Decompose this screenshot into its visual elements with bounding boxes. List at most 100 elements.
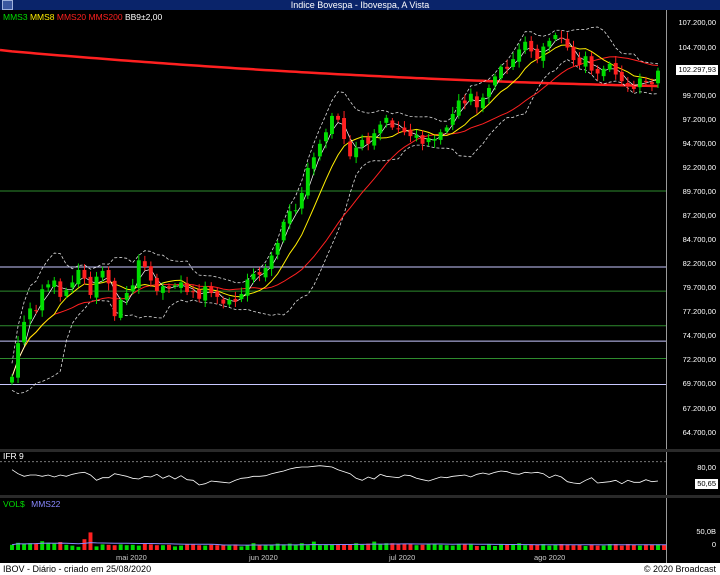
panel-divider[interactable]	[0, 449, 720, 452]
candle-body	[619, 71, 624, 82]
legend-mms200: MMS200	[88, 12, 123, 22]
volume-legend: VOL$ MMS22	[3, 499, 60, 509]
candle-body	[173, 285, 177, 287]
ifr-value-box: 50,65	[694, 478, 719, 490]
price-tick: 87.200,00	[682, 211, 716, 221]
price-tick: 89.700,00	[682, 186, 716, 196]
candle-body	[148, 266, 153, 281]
price-panel[interactable]: MMS3 MMS8 MMS20 MMS200 BB9±2,00	[0, 10, 666, 449]
candle-body	[456, 100, 461, 116]
volume-bar	[46, 542, 51, 550]
volume-panel[interactable]: VOL$ MMS22	[0, 498, 666, 563]
price-tick: 77.200,00	[682, 307, 716, 317]
candle-body	[396, 128, 401, 130]
price-tick: 92.200,00	[682, 162, 716, 172]
volume-bar	[154, 545, 159, 550]
x-label: ago 2020	[534, 553, 566, 562]
volume-mms22-line	[11, 542, 666, 546]
legend-mms20: MMS20	[56, 12, 87, 22]
volume-bar	[281, 544, 286, 550]
candle-body	[643, 80, 648, 82]
price-tick: 94.700,00	[682, 138, 716, 148]
ifr-chart	[0, 461, 666, 486]
volume-bar	[305, 545, 310, 550]
x-label: jul 2020	[389, 553, 416, 562]
candle-body	[499, 66, 503, 79]
volume-bar	[505, 544, 510, 550]
candle-body	[348, 141, 353, 157]
price-tick: 84.700,00	[682, 235, 716, 245]
candle-body	[118, 299, 123, 318]
volume-bar	[287, 543, 292, 550]
volume-bar	[106, 544, 111, 550]
candle-body	[317, 143, 322, 157]
candle-body	[637, 78, 642, 88]
volume-bar	[583, 546, 588, 550]
volume-bar	[16, 542, 20, 550]
candle-body	[88, 276, 93, 295]
volume-bar	[613, 544, 618, 550]
candle-body	[468, 93, 473, 102]
panel-divider[interactable]	[0, 495, 720, 498]
volume-axis[interactable]: 50,0B 0	[666, 498, 720, 563]
candle-body	[372, 133, 377, 146]
candle-body	[136, 260, 141, 288]
bollinger-upper	[11, 26, 659, 364]
volume-chart	[10, 532, 666, 550]
candle-body	[28, 308, 33, 320]
candle-body	[480, 97, 485, 109]
volume-bar	[209, 544, 214, 550]
candle-body	[305, 167, 310, 196]
volume-bar	[607, 544, 612, 550]
candle-body	[462, 100, 467, 104]
volume-bar	[10, 544, 14, 550]
volume-bar	[643, 544, 648, 550]
volume-bar	[650, 544, 654, 550]
ifr-panel[interactable]: IFR 9	[0, 451, 666, 495]
volume-bar	[625, 544, 630, 550]
candle-body	[16, 343, 20, 378]
candle-body	[511, 59, 516, 67]
candle-body	[251, 273, 256, 280]
volume-bar	[462, 544, 467, 550]
volume-bar	[396, 544, 401, 550]
volume-bar	[34, 543, 39, 550]
price-tick: 72.200,00	[682, 355, 716, 365]
volume-bar	[656, 544, 660, 550]
volume-bar	[88, 532, 93, 550]
volume-bar	[559, 544, 564, 550]
mms20-line	[11, 56, 659, 377]
candle-body	[493, 76, 497, 86]
candle-body	[342, 118, 347, 140]
mms3-line	[11, 37, 659, 377]
footer-info: IBOV - Diário - criado em 25/08/2020	[3, 564, 152, 574]
ifr-axis[interactable]: 80,00 50,65	[666, 452, 720, 495]
candle-body	[601, 68, 606, 77]
volume-bar	[221, 544, 226, 550]
volume-bar	[197, 545, 202, 550]
volume-bar	[438, 544, 443, 550]
price-tick: 82.200,00	[682, 259, 716, 269]
price-tick: 69.700,00	[682, 379, 716, 389]
volume-bar	[58, 542, 63, 550]
volume-bar	[523, 545, 528, 550]
candle-body	[547, 40, 552, 47]
price-chart	[0, 26, 666, 395]
volume-bar	[432, 543, 437, 550]
candle-body	[323, 132, 328, 142]
candle-body	[517, 49, 522, 62]
candle-body	[583, 56, 588, 67]
ifr-line	[11, 465, 659, 486]
footer-copyright: © 2020 Broadcast	[643, 564, 716, 574]
volume-bar	[390, 543, 395, 550]
candle-body	[553, 35, 558, 40]
volume-bar	[317, 545, 322, 550]
candle-body	[390, 120, 395, 128]
volume-bar	[619, 545, 624, 550]
volume-bar	[456, 544, 461, 550]
chart-menu-button[interactable]	[2, 0, 13, 10]
candle-body	[185, 283, 190, 293]
price-axis[interactable]: 107.200,00104.700,00102.200,0099.700,009…	[666, 10, 720, 449]
candle-body	[130, 285, 135, 292]
volume-bar	[426, 544, 431, 550]
